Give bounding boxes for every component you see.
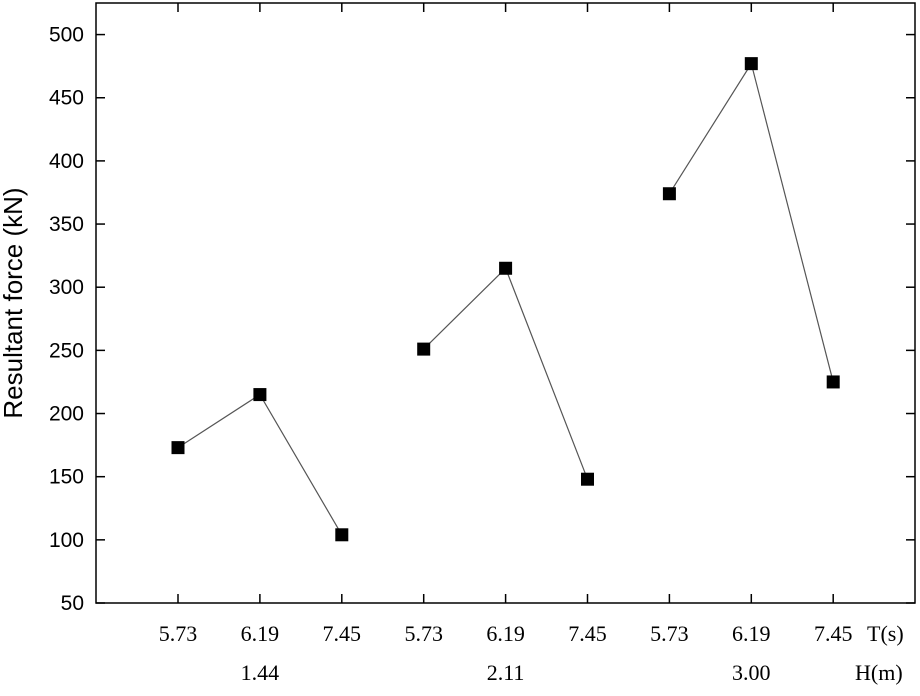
series-line-h-1.44 bbox=[177, 393, 343, 536]
series-points bbox=[171, 57, 840, 542]
x-tick-label: 7.45 bbox=[568, 621, 607, 646]
group-axis-name: H(m) bbox=[855, 660, 903, 685]
data-point-h3.00-t5.73 bbox=[662, 187, 676, 201]
group-label: 3.00 bbox=[732, 660, 771, 685]
group-label: 2.11 bbox=[487, 660, 525, 685]
y-axis-label: Resultant force (kN) bbox=[0, 187, 28, 418]
data-point-h2.11-t7.45 bbox=[581, 472, 594, 486]
y-tick-label: 400 bbox=[49, 150, 84, 173]
x-tick-label: 6.19 bbox=[486, 621, 525, 646]
plot-frame bbox=[95, 2, 916, 604]
x-tick-label: 6.19 bbox=[241, 621, 280, 646]
series-line-h-3.00 bbox=[668, 62, 834, 383]
x-axis-name: T(s) bbox=[867, 621, 904, 646]
y-tick-label: 350 bbox=[49, 213, 84, 236]
y-tick-label: 450 bbox=[49, 87, 84, 110]
data-point-h1.44-t7.45 bbox=[335, 528, 349, 542]
y-tick-label: 250 bbox=[49, 339, 84, 362]
x-tick-label: 5.73 bbox=[404, 621, 443, 646]
series-line-h-2.11 bbox=[423, 267, 589, 480]
y-tick-label: 500 bbox=[49, 24, 84, 47]
x-tick-label: 7.45 bbox=[814, 621, 853, 646]
x-tick-label: 6.19 bbox=[732, 621, 771, 646]
data-point-h1.44-t5.73 bbox=[171, 441, 185, 455]
data-point-h2.11-t5.73 bbox=[417, 342, 431, 356]
x-tick-label: 7.45 bbox=[323, 621, 362, 646]
x-axis-ticks: 5.73 6.19 7.45 5.73 6.19 7.45 5.73 6.19 7.45 bbox=[159, 3, 853, 646]
x-tick-label: 5.73 bbox=[159, 621, 198, 646]
group-labels: 1.44 2.11 3.00 bbox=[241, 660, 771, 685]
y-tick-label: 150 bbox=[49, 466, 84, 489]
y-tick-label: 100 bbox=[49, 529, 84, 552]
y-tick-label: 200 bbox=[49, 403, 84, 426]
data-point-h2.11-t6.19 bbox=[499, 261, 513, 275]
y-tick-label: 50 bbox=[61, 592, 84, 615]
group-label: 1.44 bbox=[241, 660, 280, 685]
y-axis-ticks: 50 100 150 200 250 300 350 400 450 500 bbox=[49, 24, 915, 615]
data-point-h3.00-t6.19 bbox=[744, 57, 758, 71]
y-tick-label: 300 bbox=[49, 276, 84, 299]
series-lines bbox=[177, 62, 834, 536]
x-tick-label: 5.73 bbox=[650, 621, 689, 646]
data-point-h3.00-t7.45 bbox=[826, 375, 840, 389]
data-point-h1.44-t6.19 bbox=[253, 388, 267, 402]
